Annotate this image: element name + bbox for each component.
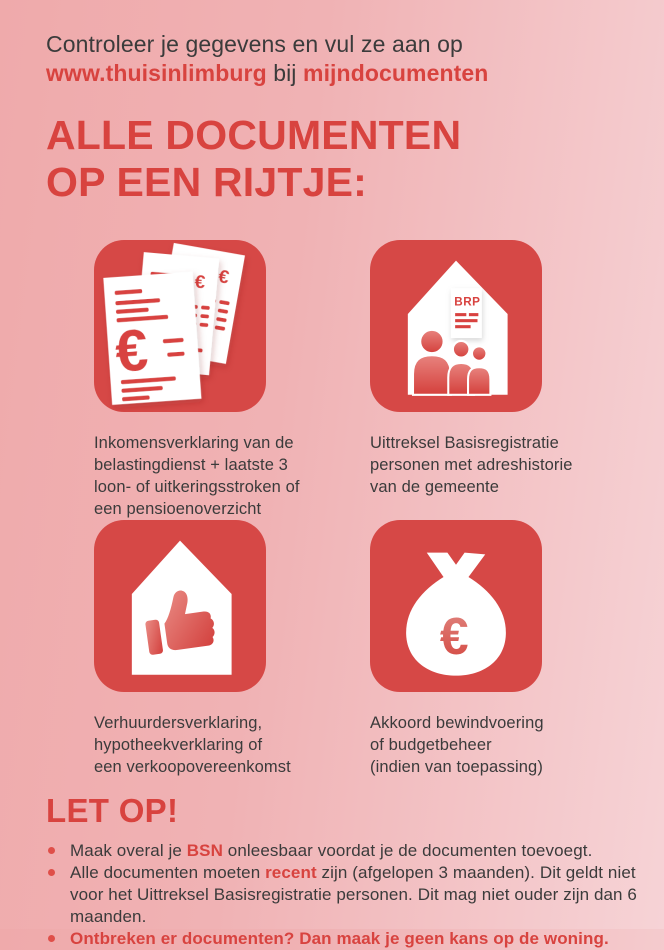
house-brp-icon: BRP: [407, 260, 508, 396]
intro-text: Controleer je gegevens en vul ze aan op …: [46, 30, 640, 88]
warning-section: LET OP! Maak overal je BSN onleesbaar vo…: [46, 792, 640, 950]
money-bag-icon: €: [406, 552, 506, 676]
grid-cell-brp: BRP Uittreksel Basisregistratie personen…: [370, 240, 646, 520]
tile-brp-extract: BRP: [370, 240, 542, 412]
svg-text:€: €: [113, 318, 150, 385]
warning-bullet-recent: Alle documenten moeten recent zijn (afge…: [46, 862, 640, 928]
bsn-highlight: BSN: [186, 841, 223, 860]
tile-landlord-statement: [94, 520, 266, 692]
warning-list: Maak overal je BSN onleesbaar voordat je…: [46, 840, 640, 950]
tile-income-documents: € €: [94, 240, 266, 412]
caption-brp-extract: Uittreksel Basisregistratie personen met…: [370, 434, 573, 496]
recent-highlight: recent: [265, 863, 317, 882]
intro-connector: bij: [266, 60, 304, 86]
page-title: ALLE DOCUMENTEN OP EEN RIJTJE:: [46, 112, 640, 206]
grid-cell-budget: € Akkoord bewindvoering of budgetbeheer …: [370, 520, 646, 778]
warning-bullet-bsn: Maak overal je BSN onleesbaar voordat je…: [46, 840, 640, 862]
website-url[interactable]: www.thuisinlimburg: [46, 60, 267, 86]
grid-cell-income: € €: [94, 240, 370, 520]
mijndocumenten-label: mijndocumenten: [303, 60, 489, 86]
flyer-page: Controleer je gegevens en vul ze aan op …: [46, 30, 640, 948]
warning-bullet-missing: Ontbreken er documenten? Dan maak je gee…: [46, 928, 640, 950]
warning-heading: LET OP!: [46, 792, 179, 829]
house-thumbsup-icon: [131, 540, 232, 675]
svg-text:€: €: [194, 272, 207, 294]
svg-text:€: €: [440, 607, 469, 665]
grid-cell-landlord: Verhuurdersverklaring, hypotheekverklari…: [94, 520, 370, 778]
caption-budget-agreement: Akkoord bewindvoering of budgetbeheer (i…: [370, 714, 544, 776]
svg-text:BRP: BRP: [454, 295, 480, 308]
tile-budget-agreement: €: [370, 520, 542, 692]
documents-euro-icon: € €: [103, 242, 245, 405]
caption-landlord-statement: Verhuurdersverklaring, hypotheekverklari…: [94, 714, 291, 776]
intro-line1: Controleer je gegevens en vul ze aan op: [46, 31, 463, 57]
title-line2: OP EEN RIJTJE:: [46, 159, 368, 205]
title-line1: ALLE DOCUMENTEN: [46, 112, 462, 158]
svg-text:€: €: [217, 266, 231, 289]
document-grid: € €: [94, 240, 640, 778]
caption-income-documents: Inkomensverklaring van de belastingdiens…: [94, 434, 300, 518]
